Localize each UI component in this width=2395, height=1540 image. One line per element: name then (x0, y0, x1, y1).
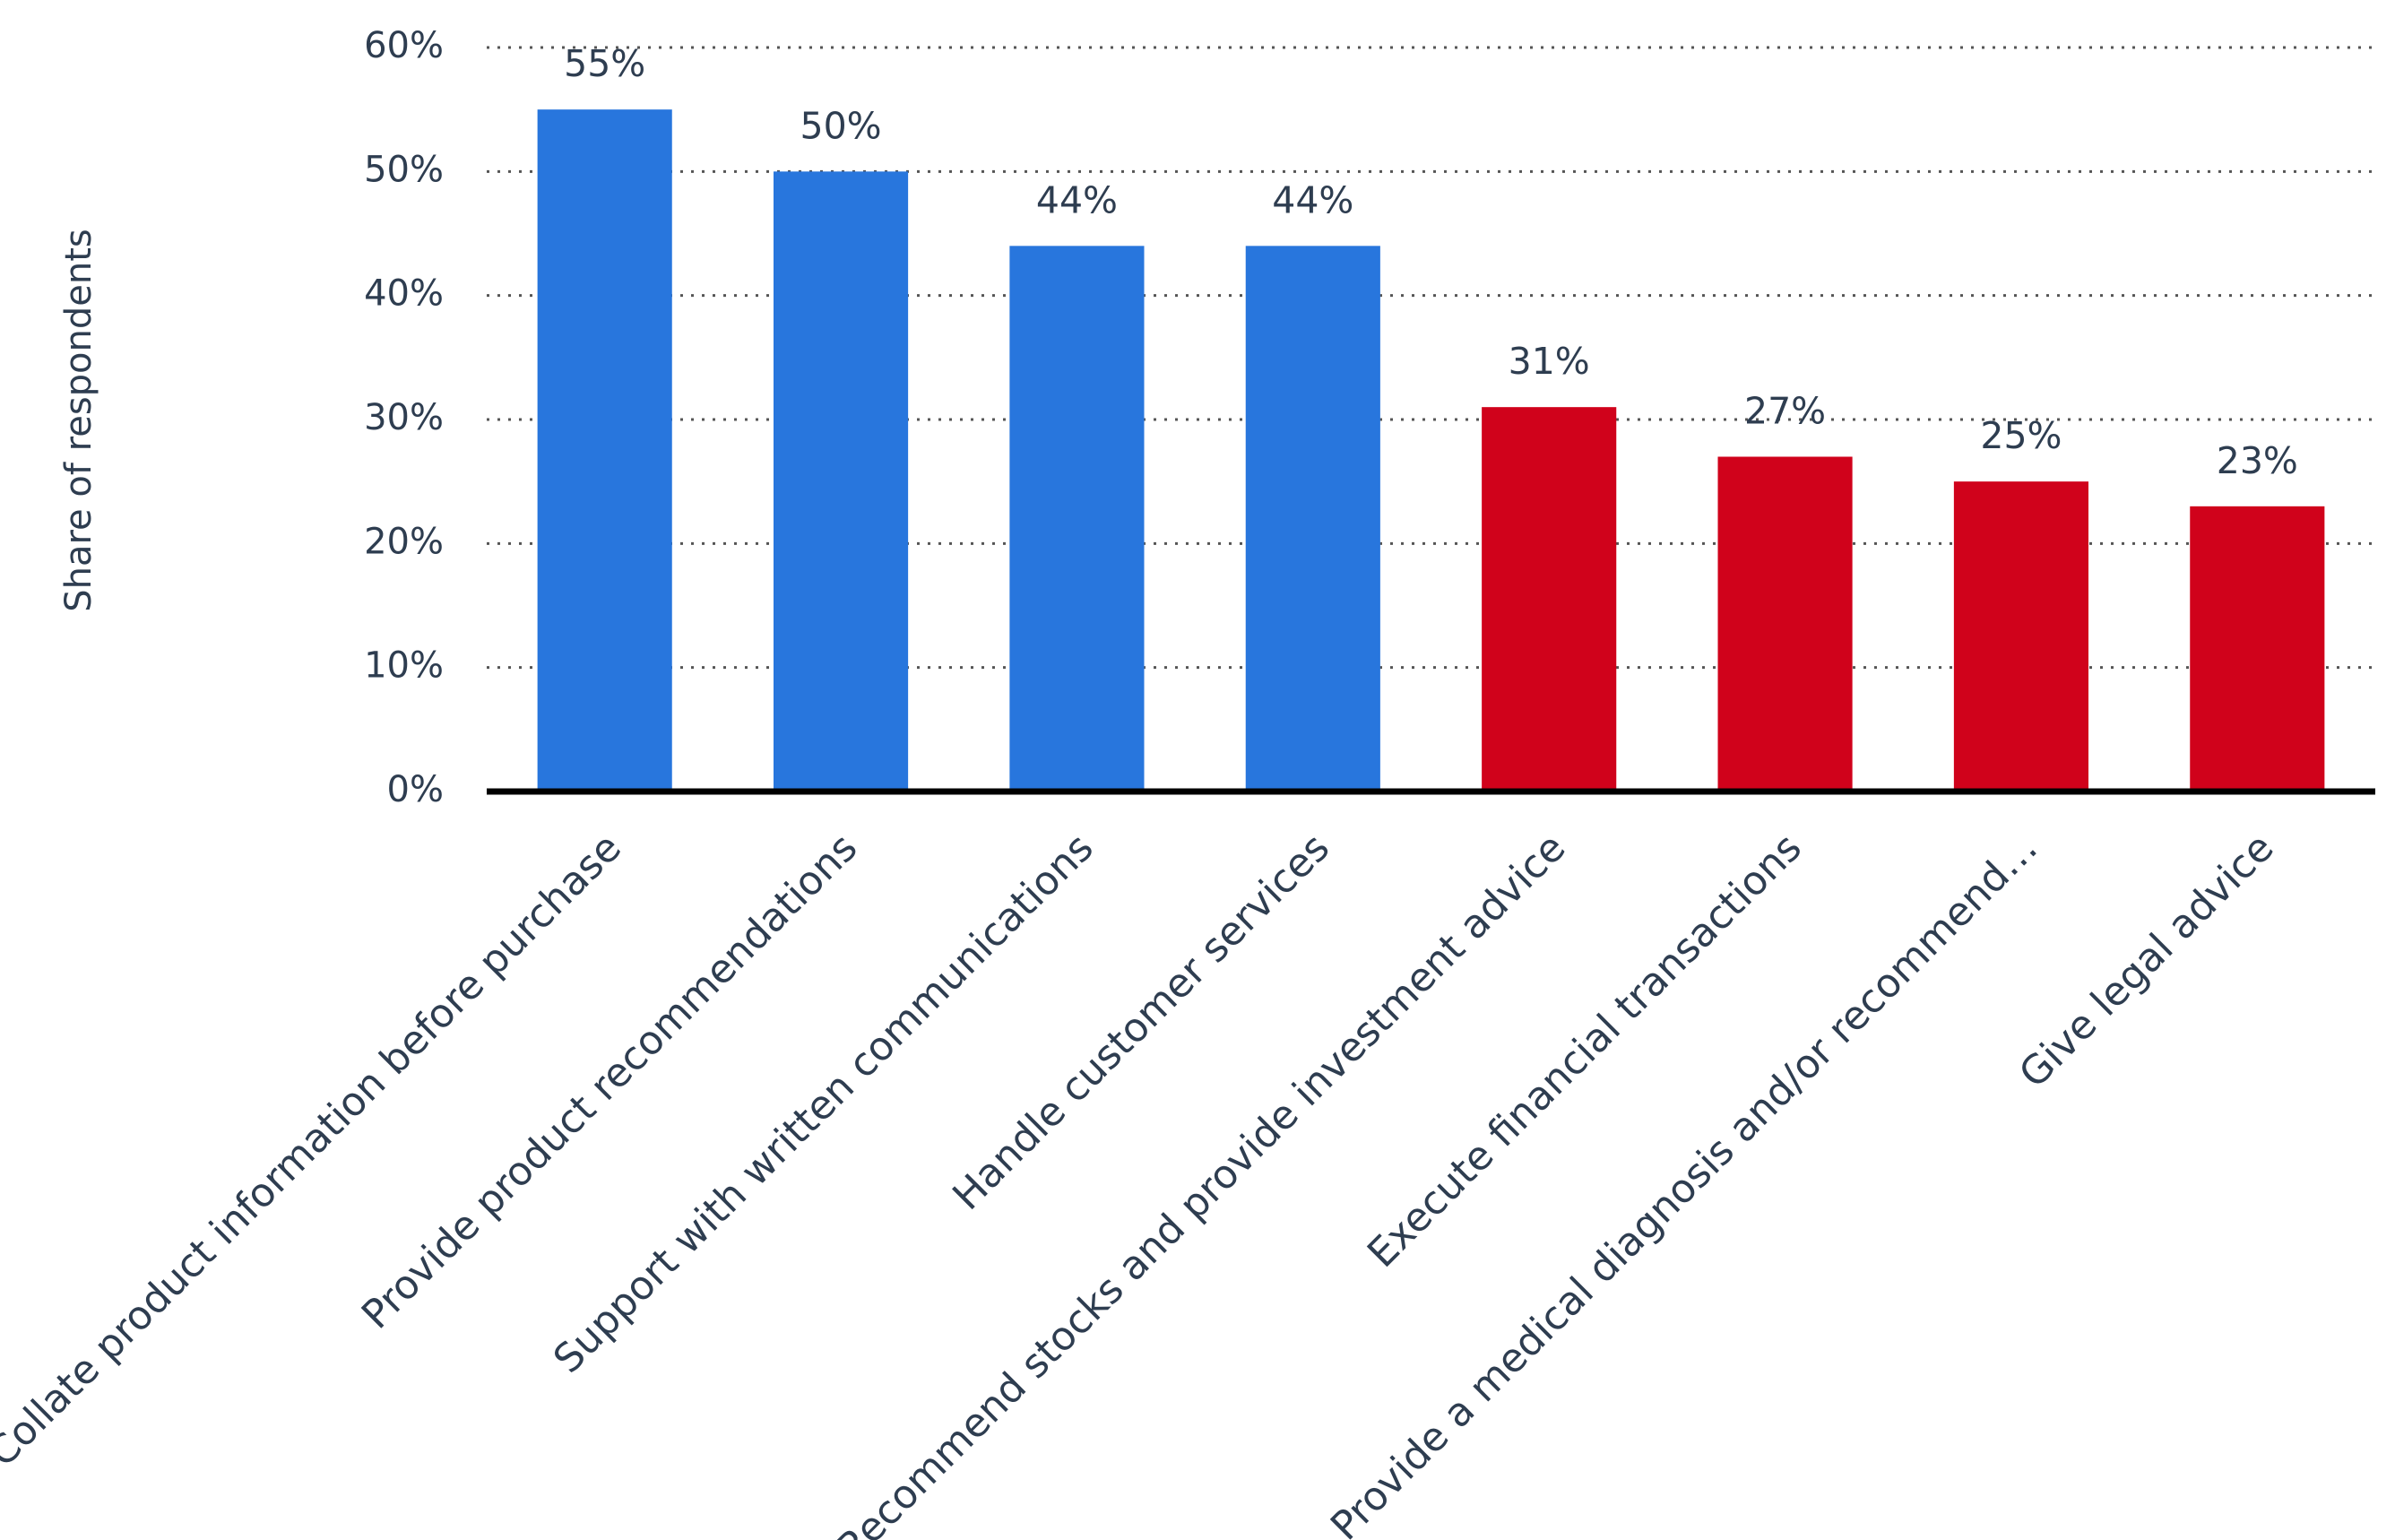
value-label: 27% (1744, 390, 1826, 433)
bar (1953, 481, 2088, 792)
x-tick-label: Give legal advice (2010, 825, 2283, 1097)
value-label: 31% (1509, 340, 1590, 383)
y-tick-label: 10% (364, 645, 444, 687)
bar (1245, 246, 1380, 792)
value-label: 25% (1980, 414, 2062, 457)
bar (1482, 407, 1617, 792)
value-label: 44% (1036, 178, 1118, 221)
bar (774, 171, 909, 792)
y-tick-label: 50% (364, 149, 444, 190)
x-tick-label: Execute financial transactions (1359, 825, 1811, 1276)
bar (2190, 506, 2325, 792)
y-tick-label: 30% (364, 397, 444, 438)
x-tick-label: Provide product recommendations (353, 825, 866, 1337)
y-tick-label: 40% (364, 273, 444, 315)
value-label: 23% (2217, 439, 2298, 482)
value-label: 55% (564, 42, 645, 85)
x-tick-label: Handle customer services (944, 825, 1338, 1219)
bar (537, 109, 672, 792)
y-tick-label: 0% (387, 769, 444, 810)
value-label: 44% (1272, 178, 1353, 221)
y-axis-title: Share of respondents (58, 229, 99, 612)
x-tick-label: Support with written communications (545, 825, 1102, 1382)
value-label: 50% (800, 104, 881, 147)
y-tick-label: 60% (364, 25, 444, 66)
bar (1009, 246, 1145, 792)
y-tick-label: 20% (364, 521, 444, 562)
bar (1717, 456, 1853, 792)
